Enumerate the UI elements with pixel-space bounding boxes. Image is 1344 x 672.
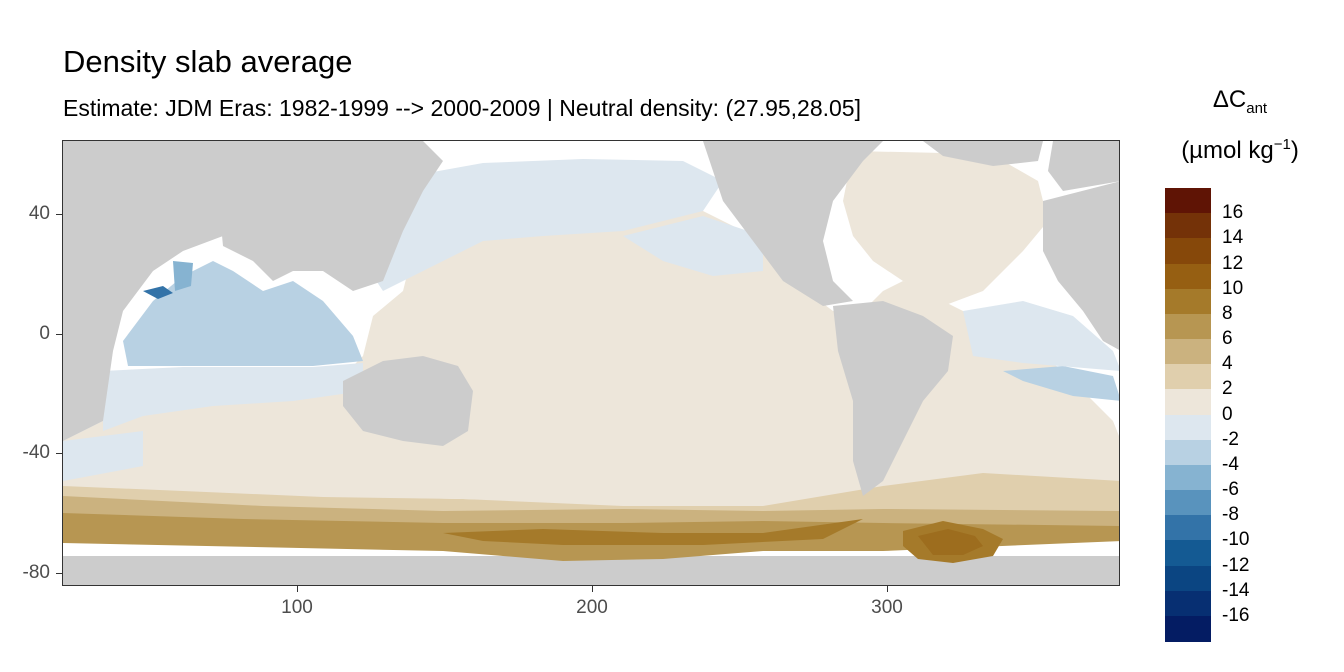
arabian-sea-spot (143, 286, 173, 299)
ytick-label: -40 (22, 442, 50, 463)
weddell-sea-inner (918, 529, 983, 555)
legend-color-step (1165, 263, 1211, 290)
chart-subtitle: Estimate: JDM Eras: 1982-1999 --> 2000-2… (63, 95, 861, 121)
ocean-east-south-atlantic-light (963, 301, 1119, 371)
legend-color-step (1165, 364, 1211, 390)
ocean-north-atlantic (843, 151, 1048, 306)
ocean-south-indian-west (63, 431, 143, 481)
persian-gulf-spot (173, 261, 193, 291)
legend-break-label: -2 (1222, 428, 1239, 450)
legend-color-step (1165, 464, 1211, 491)
legend-break-label: -14 (1222, 579, 1250, 601)
legend-color-step (1165, 339, 1211, 365)
ytick-mark (56, 573, 62, 574)
ytick-mark (56, 334, 62, 335)
legend-break-label: -10 (1222, 529, 1250, 551)
legend-color-step (1165, 540, 1211, 567)
legend-color-step (1165, 188, 1211, 214)
legend-color-step (1165, 288, 1211, 315)
ytick-label: -80 (22, 562, 50, 583)
legend-break-label: 8 (1222, 302, 1233, 324)
band-antarctic-shelf (443, 519, 863, 545)
land-asia (213, 141, 443, 291)
ytick-label: 0 (39, 323, 50, 344)
legend-break-label: 10 (1222, 277, 1244, 299)
legend-title-symbol: ΔC (1212, 86, 1247, 113)
legend-color-step (1165, 238, 1211, 265)
legend-title-subscript: ant (1246, 99, 1268, 117)
legend-color-step (1165, 414, 1211, 441)
xtick-mark (887, 586, 888, 592)
ocean-east-south-atlantic (1003, 366, 1119, 401)
legend-color-step (1165, 615, 1211, 642)
xtick-mark (592, 586, 593, 592)
legend-color-step (1165, 590, 1211, 617)
ocean-north-pacific (363, 159, 723, 291)
land-greenland (923, 141, 1043, 166)
xtick-label: 300 (871, 597, 903, 618)
land-australia (343, 356, 473, 446)
ytick-mark (56, 453, 62, 454)
legend-color-step (1165, 213, 1211, 239)
legend-color-step (1165, 313, 1211, 340)
legend-break-label: 4 (1222, 353, 1233, 375)
legend-unit-suffix: ) (1290, 136, 1299, 164)
xtick-mark (297, 586, 298, 592)
ytick-label: 40 (28, 203, 50, 224)
legend-break-label: -8 (1222, 504, 1239, 526)
legend-unit-prefix: (µmol kg (1181, 136, 1274, 164)
land-africa-eurasia-west (63, 141, 383, 441)
legend-color-step (1165, 515, 1211, 541)
ocean-north-pacific-east (623, 216, 763, 276)
legend-break-label: 16 (1222, 202, 1244, 224)
ocean-indian-south (103, 363, 363, 431)
legend-break-label: -16 (1222, 604, 1250, 626)
xtick-label: 200 (576, 597, 608, 618)
land-africa (1043, 181, 1119, 350)
legend-break-label: -12 (1222, 554, 1250, 576)
legend-break-label: -4 (1222, 453, 1239, 475)
land-south-america (833, 301, 953, 496)
ytick-mark (56, 214, 62, 215)
legend-break-label: 12 (1222, 252, 1244, 274)
land-north-america (703, 141, 883, 306)
map-canvas (63, 141, 1119, 585)
legend-break-label: 6 (1222, 328, 1233, 349)
legend-title-unit: (µmol kg−1) (1150, 127, 1330, 169)
legend-color-step (1165, 490, 1211, 516)
land-europe-northeast (1048, 141, 1119, 191)
legend-break-label: -6 (1222, 479, 1239, 500)
chart-title: Density slab average (63, 44, 353, 79)
legend-color-step (1165, 439, 1211, 466)
map-panel (62, 140, 1120, 586)
legend-break-label: 14 (1222, 227, 1244, 249)
legend-title: ΔCant (µmol kg−1) (1150, 82, 1330, 169)
legend-break-label: 2 (1222, 378, 1233, 400)
legend-color-step (1165, 389, 1211, 416)
legend-break-label: 0 (1222, 403, 1233, 425)
xtick-label: 100 (281, 597, 313, 618)
legend-color-step (1165, 565, 1211, 592)
legend-unit-superscript: −1 (1273, 135, 1291, 153)
legend-colorbar (1165, 188, 1211, 642)
